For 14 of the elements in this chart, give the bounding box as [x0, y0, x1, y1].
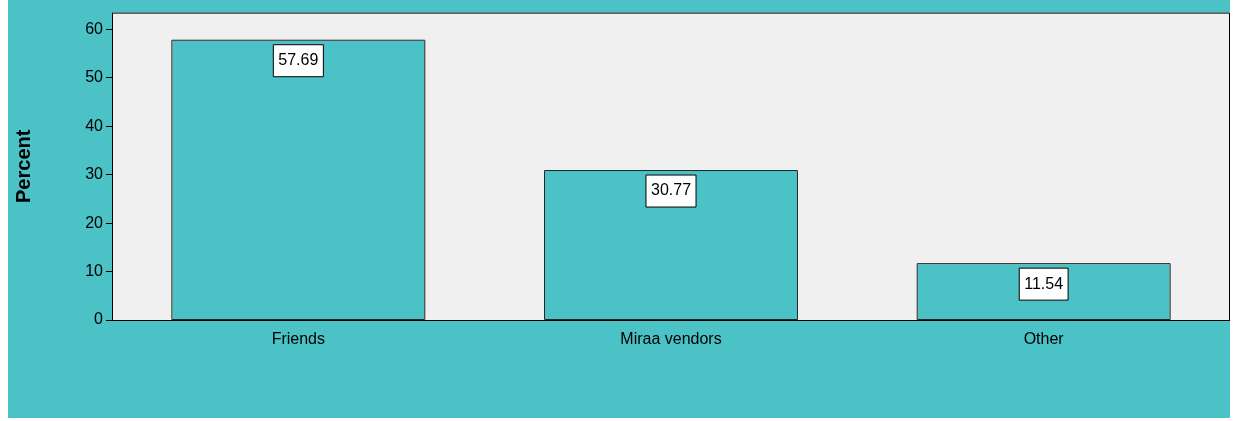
data-label: 11.54 — [1024, 274, 1064, 292]
x-tick-label: Friends — [271, 330, 326, 348]
y-axis-title: Percent — [11, 129, 34, 203]
y-tick-label: 30 — [85, 165, 104, 183]
y-tick-label: 0 — [94, 310, 104, 328]
y-tick-label: 50 — [85, 68, 104, 86]
x-tick-label: Miraa vendors — [620, 330, 722, 348]
data-label: 57.69 — [278, 51, 319, 69]
x-tick-label: Other — [1023, 330, 1065, 348]
y-tick-label: 60 — [85, 19, 104, 37]
data-label: 30.77 — [650, 181, 692, 199]
y-tick-label: 10 — [85, 262, 104, 279]
y-tick-label: 20 — [85, 213, 104, 231]
y-tick-label: 40 — [85, 116, 104, 134]
